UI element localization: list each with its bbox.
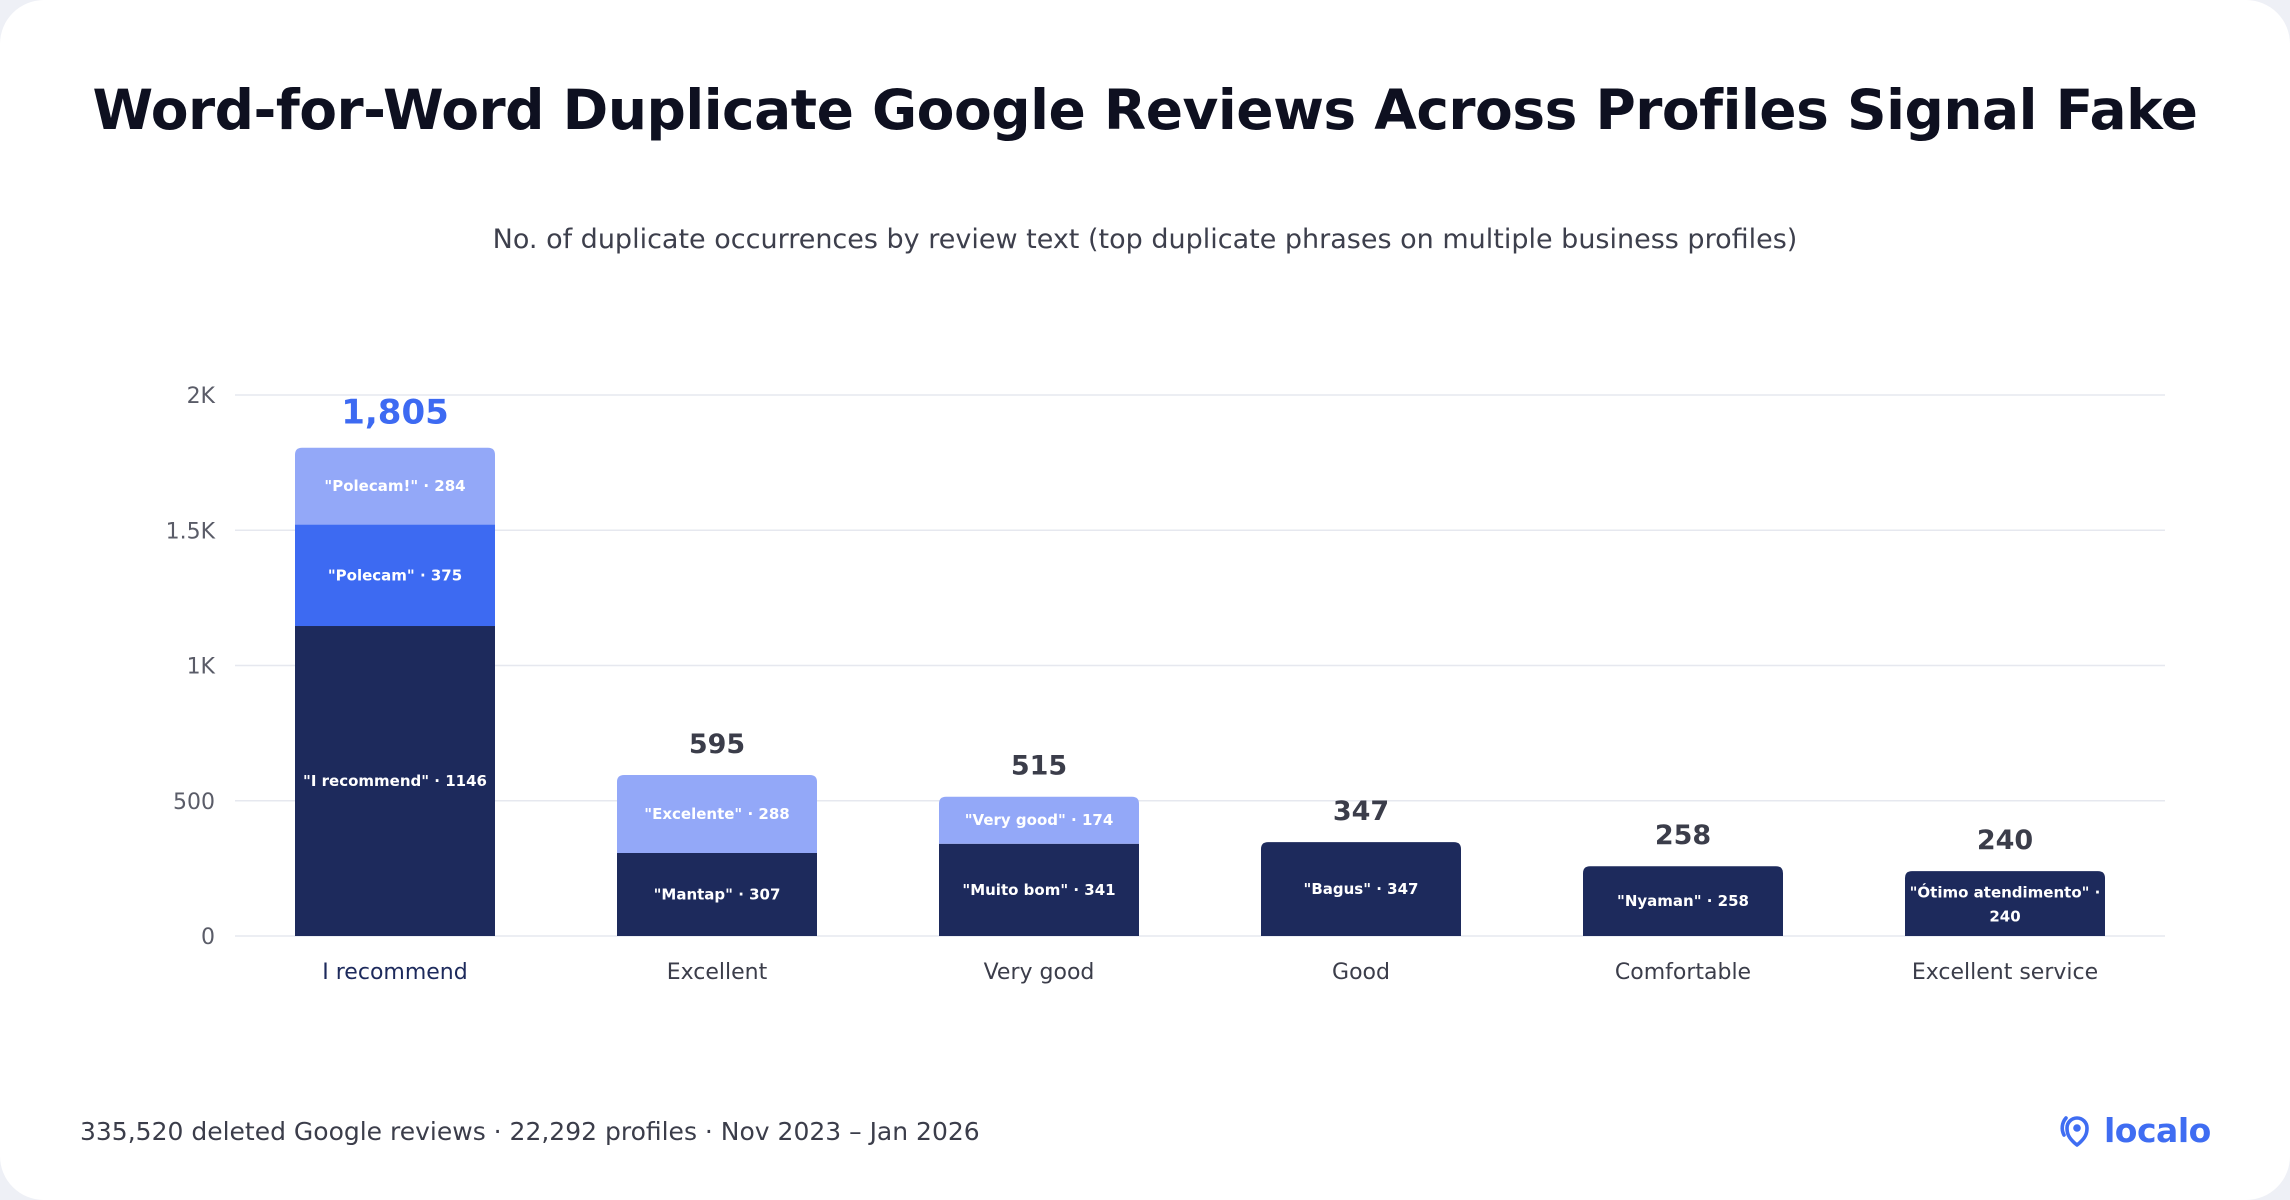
segment-label: "I recommend" · 1146 xyxy=(303,772,487,790)
segment-label: "Ótimo atendimento" · xyxy=(1910,883,2101,902)
x-tick-label: Comfortable xyxy=(1615,960,1751,985)
bar-total-label: 515 xyxy=(1011,751,1067,782)
bar-total-label: 347 xyxy=(1333,796,1389,827)
y-tick-label: 500 xyxy=(173,790,215,815)
chart-title: Word-for-Word Duplicate Google Reviews A… xyxy=(92,78,2198,142)
segment-label: "Nyaman" · 258 xyxy=(1617,892,1749,910)
bar-segment xyxy=(617,775,817,853)
bars xyxy=(295,447,2105,936)
footer-note: 335,520 deleted Google reviews · 22,292 … xyxy=(80,1117,980,1146)
segment-label-line2: 240 xyxy=(1989,908,2020,926)
segment-label: "Polecam" · 375 xyxy=(328,566,462,584)
total-labels: 1,805 595 515 347 258 240 xyxy=(341,393,2033,856)
segment-label: "Polecam!" · 284 xyxy=(324,477,465,495)
y-axis-ticks: 0 500 1K 1.5K 2K xyxy=(166,384,216,950)
bar-segment xyxy=(1261,842,1461,936)
y-tick-label: 1K xyxy=(187,655,216,680)
segment-label: "Muito bom" · 341 xyxy=(962,881,1115,899)
bar-segment xyxy=(939,843,1139,936)
localo-logo: localo xyxy=(2056,1108,2211,1152)
bar-total-label: 595 xyxy=(689,729,745,760)
grid-lines xyxy=(235,394,2165,937)
bar-segment xyxy=(1583,866,1783,936)
segment-label: "Very good" · 174 xyxy=(965,811,1114,829)
bar-segment xyxy=(295,524,495,627)
x-tick-label: Very good xyxy=(984,960,1095,985)
bar-segment xyxy=(939,796,1139,844)
x-tick-label: I recommend xyxy=(322,960,467,985)
x-axis-ticks: I recommend Excellent Very good Good Comfort… xyxy=(322,960,2098,985)
segment-label: "Bagus" · 347 xyxy=(1304,880,1419,898)
x-tick-label: Good xyxy=(1332,960,1390,985)
bar-segment xyxy=(295,447,495,525)
bar-total-label: 258 xyxy=(1655,820,1711,851)
location-pin-icon xyxy=(2060,1116,2089,1147)
y-tick-label: 1.5K xyxy=(166,519,216,544)
bar-segment xyxy=(1905,871,2105,936)
segment-labels: "I recommend" · 1146 "Polecam" · 375 "Pole… xyxy=(303,477,2100,925)
x-tick-label: Excellent xyxy=(667,960,768,985)
x-tick-label: Excellent service xyxy=(1912,960,2098,985)
segment-label: "Excelente" · 288 xyxy=(644,805,789,823)
y-tick-label: 0 xyxy=(201,925,215,950)
bar-total-label: 1,805 xyxy=(341,393,449,433)
chart-subtitle: No. of duplicate occurrences by review t… xyxy=(492,224,1798,255)
bar-total-label: 240 xyxy=(1977,825,2033,856)
segment-label: "Mantap" · 307 xyxy=(654,885,781,903)
logo-text: localo xyxy=(2104,1110,2211,1150)
bar-segment xyxy=(295,626,495,936)
y-tick-label: 2K xyxy=(187,384,216,409)
bar-segment xyxy=(617,852,817,936)
